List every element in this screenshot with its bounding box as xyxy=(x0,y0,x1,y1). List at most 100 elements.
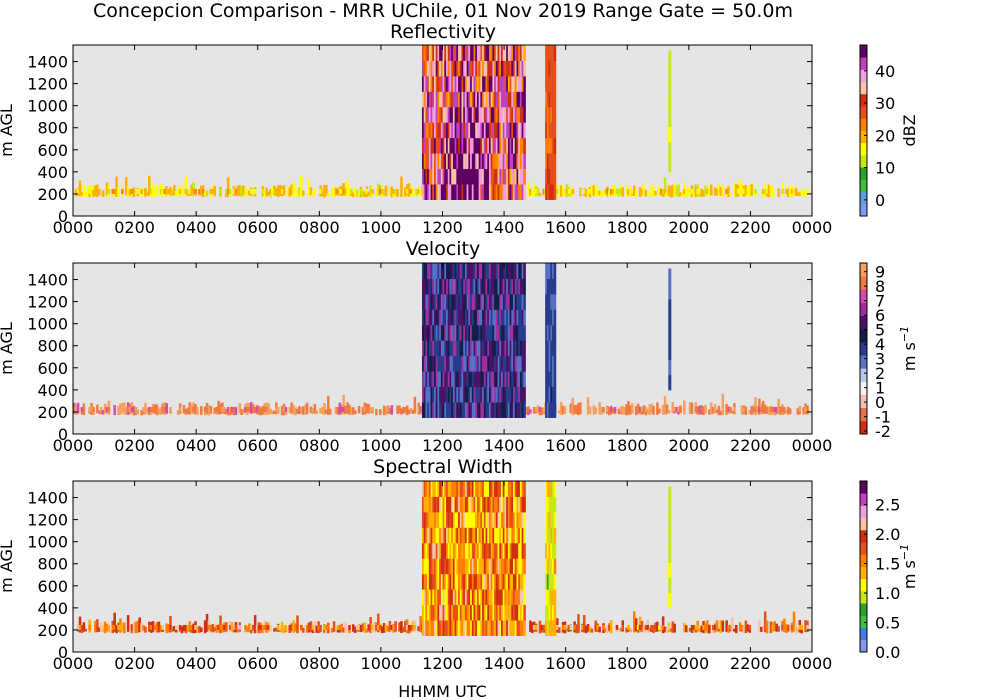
precip-cell xyxy=(516,45,519,61)
surface-band-cell xyxy=(230,622,234,632)
precip-cell xyxy=(499,481,502,497)
precip-cell xyxy=(456,278,459,295)
precip-cell xyxy=(444,496,447,513)
precip-cell xyxy=(504,60,507,77)
precip-cell xyxy=(466,511,470,528)
precip-cell xyxy=(428,168,432,185)
surface-band-cell xyxy=(621,187,625,197)
precip-cell xyxy=(423,60,427,77)
precip-cell xyxy=(475,511,478,528)
precip-cell xyxy=(523,558,526,575)
precip-cell xyxy=(509,168,513,185)
precip-cell xyxy=(513,604,516,621)
precip-cell xyxy=(459,309,463,326)
precip-cell xyxy=(485,402,489,418)
precip-cell xyxy=(552,604,555,621)
precip-cell xyxy=(437,558,440,575)
precip-cell xyxy=(476,293,480,310)
surface-band-cell xyxy=(353,188,357,194)
precip-cell xyxy=(509,184,513,200)
precip-cell xyxy=(458,309,461,326)
precip-cell xyxy=(519,45,523,61)
surface-band-cell xyxy=(128,188,132,194)
precip-cell xyxy=(480,278,483,295)
precip-cell xyxy=(475,278,478,295)
precip-cell xyxy=(552,122,555,139)
surface-band-cell xyxy=(130,406,134,412)
surface-band-cell xyxy=(677,184,680,198)
precip-cell xyxy=(497,45,501,61)
precip-cell xyxy=(471,75,475,92)
precip-cell xyxy=(435,371,439,388)
precip-cell xyxy=(523,106,526,123)
precip-cell xyxy=(501,137,504,154)
surface-band-cell xyxy=(540,407,544,416)
precip-cell xyxy=(447,386,451,403)
precip-cell xyxy=(514,60,518,77)
surface-band-cell xyxy=(130,188,134,194)
precip-cell xyxy=(490,402,494,418)
precip-cell xyxy=(511,91,514,108)
precip-cell xyxy=(504,604,507,621)
precip-cell xyxy=(427,573,430,590)
precip-cell xyxy=(545,153,548,170)
precip-cell xyxy=(425,309,428,326)
surface-band-cell xyxy=(704,622,707,632)
precip-cell xyxy=(446,527,449,544)
precip-cell xyxy=(471,60,475,77)
surface-band-cell xyxy=(361,189,365,198)
surface-band-cell xyxy=(577,614,580,634)
surface-band-cell xyxy=(659,188,663,194)
precip-cell xyxy=(461,60,465,77)
precip-cell xyxy=(501,386,504,403)
precip-cell xyxy=(482,45,485,61)
surface-band-cell xyxy=(790,188,794,194)
x-tick-label: 1600 xyxy=(545,654,586,673)
surface-band-cell xyxy=(721,620,725,632)
precip-cell xyxy=(470,620,473,636)
surface-band-cell xyxy=(725,188,728,194)
panel-0: 0000 0200 0400 0600 0800 1000 1200 1400 1600 1800… xyxy=(0,44,919,237)
precip-cell xyxy=(451,402,454,418)
surface-band-cell xyxy=(613,406,617,412)
x-tick-label: 0600 xyxy=(237,218,278,237)
surface-band-cell xyxy=(804,620,807,633)
precip-cell xyxy=(494,542,497,559)
precip-cell xyxy=(425,620,428,636)
surface-band-cell xyxy=(121,188,124,194)
precip-cell xyxy=(454,542,458,559)
surface-band-cell xyxy=(650,403,653,414)
precip-cell xyxy=(442,371,446,388)
data-layer xyxy=(76,481,809,636)
surface-band-cell xyxy=(415,188,419,194)
precip-cell xyxy=(475,402,478,418)
precip-cell xyxy=(521,481,525,497)
surface-band-cell xyxy=(261,188,265,194)
surface-band-cell xyxy=(284,406,288,412)
colorbar-tick-label: 1.0 xyxy=(875,584,900,603)
precip-cell xyxy=(476,60,480,77)
precip-cell xyxy=(492,60,495,77)
precip-cell xyxy=(446,481,449,497)
surface-band-cell xyxy=(804,406,807,412)
precip-cell xyxy=(514,137,518,154)
precip-cell xyxy=(497,137,501,154)
surface-band-cell xyxy=(119,403,122,415)
precip-cell xyxy=(430,604,434,621)
precip-cell xyxy=(488,604,492,621)
surface-band-cell xyxy=(404,624,407,630)
precip-cell xyxy=(471,527,475,544)
surface-band-cell xyxy=(733,188,736,194)
precip-cell xyxy=(439,620,442,636)
precip-cell xyxy=(449,137,452,154)
precip-cell xyxy=(442,340,446,357)
surface-band-cell xyxy=(327,396,330,415)
surface-band-cell xyxy=(392,624,395,630)
precip-cell xyxy=(492,542,495,559)
precip-cell xyxy=(495,168,499,185)
precip-cell xyxy=(473,106,477,123)
precip-cell xyxy=(447,184,451,200)
y-tick-label: 1000 xyxy=(27,533,68,552)
precip-cell xyxy=(464,263,468,279)
precip-cell xyxy=(427,293,430,310)
